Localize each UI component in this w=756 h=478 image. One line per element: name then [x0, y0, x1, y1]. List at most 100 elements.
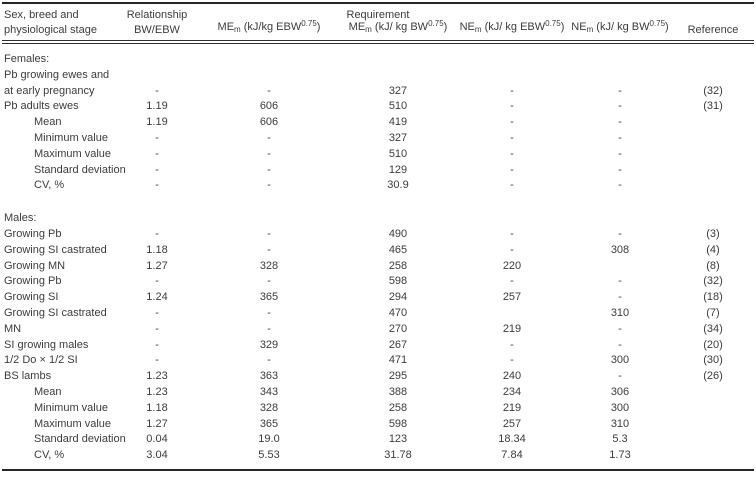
me-ebw-cell: - [267, 179, 271, 192]
me-bw-cell: 465 [388, 243, 408, 256]
section-row: Males: [0, 211, 756, 227]
row-label: Pb adults ewes [4, 100, 79, 113]
bw-ebw-cell: - [155, 84, 159, 97]
row-label: at early pregnancy [4, 84, 95, 97]
row-label: Standard deviation [34, 433, 126, 446]
col-header-mem-ebw: MEm (kJ/kg EBW0.75) [217, 18, 321, 34]
table-row: Growing SI castrated - - 470 310 (7) [0, 306, 756, 322]
table-row: SI growing males - 329 267 - - (20) [0, 338, 756, 354]
ne-bw-cell [570, 259, 670, 275]
bw-ebw-cell: - [155, 131, 159, 144]
col-header-sex-breed-line1: Sex, breed and [4, 9, 79, 21]
me-bw-cell: 490 [388, 227, 408, 240]
me-bw-cell: 388 [388, 385, 408, 398]
ne-bw-cell: 5.3 [612, 433, 628, 446]
me-bw-cell: 258 [388, 259, 408, 272]
me-bw-cell: 30.9 [387, 179, 409, 192]
reference-cell [670, 178, 756, 194]
ne-bw-cell: 306 [610, 385, 630, 398]
me-ebw-cell: - [267, 131, 271, 144]
requirement-group-header: Requirement [346, 9, 410, 21]
row-label: Growing SI castrated [4, 306, 107, 319]
table-row: BS lambs 1.23 363 295 240 - (26) [0, 369, 756, 385]
me-bw-cell: 31.78 [384, 449, 412, 462]
ne-ebw-cell: 257 [502, 291, 522, 304]
bw-ebw-cell: - [155, 354, 159, 367]
ne-bw-cell: 300 [610, 354, 630, 367]
me-bw-cell: 258 [388, 401, 408, 414]
table-row: Growing Pb - - 598 - - (32) [0, 274, 756, 290]
spacer-row [0, 194, 756, 211]
ne-ebw-cell: - [510, 84, 514, 97]
col-header-reference: Reference [687, 23, 739, 36]
reference-cell: (18) [703, 291, 723, 304]
bw-ebw-cell: 3.04 [146, 449, 168, 462]
row-label: Females: [4, 53, 50, 65]
reference-cell [670, 448, 756, 464]
ne-ebw-cell: - [510, 179, 514, 192]
row-label: Mean [34, 385, 62, 398]
reference-cell [670, 163, 756, 179]
ne-ebw-cell: 219 [502, 401, 522, 414]
me-ebw-cell: 363 [259, 370, 279, 383]
me-bw-cell: 598 [388, 275, 408, 288]
me-bw-cell: 419 [388, 116, 408, 129]
ne-bw-cell: 1.73 [609, 449, 631, 462]
row-label: SI growing males [4, 338, 89, 351]
reference-cell: (32) [703, 84, 723, 97]
reference-cell [670, 401, 756, 417]
col-header-relationship-line2: BW/EBW [134, 23, 180, 36]
bw-ebw-cell: - [155, 147, 159, 160]
table-body: Females: Pb growing ewes and at early preg… [0, 44, 756, 464]
me-ebw-cell: - [267, 306, 271, 319]
bw-ebw-cell: - [155, 163, 159, 176]
reference-cell [670, 68, 756, 84]
ne-bw-cell: - [618, 275, 622, 288]
col-header-relationship-bw-ebw: Relationship BW/EBW [118, 8, 196, 37]
me-ebw-cell: - [267, 84, 271, 97]
row-label: Males: [4, 212, 37, 225]
ne-bw-cell: - [618, 322, 622, 335]
ne-bw-cell: 300 [610, 401, 630, 414]
col-header-sex-breed-line2: physiological stage [4, 23, 97, 36]
me-bw-cell: 270 [388, 322, 408, 335]
ne-bw-cell: 310 [610, 417, 630, 430]
col-header-nem-bw: NEm (kJ/ kg BW0.75) [571, 18, 669, 34]
ne-bw-cell: - [618, 291, 622, 304]
table-row: CV, % 3.04 5.53 31.78 7.84 1.73 [0, 448, 756, 464]
ne-ebw-cell: 7.84 [501, 449, 523, 462]
reference-cell [670, 115, 756, 131]
reference-cell: (7) [706, 306, 720, 319]
ne-bw-cell: - [618, 163, 622, 176]
bw-ebw-cell: - [155, 179, 159, 192]
me-ebw-cell: 365 [259, 417, 279, 430]
bw-ebw-cell: 1.19 [146, 100, 168, 113]
bw-ebw-cell [118, 68, 196, 84]
me-bw-cell: 129 [388, 163, 408, 176]
row-label: BS lambs [4, 370, 52, 383]
table-row: 1/2 Do × 1/2 SI - - 471 - 300 (30) [0, 353, 756, 369]
reference-cell: (32) [703, 275, 723, 288]
reference-cell [670, 131, 756, 147]
table-header: Sex, breed and physiological stage Relat… [0, 4, 756, 40]
ne-ebw-cell: - [510, 147, 514, 160]
me-ebw-cell: 343 [259, 385, 279, 398]
reference-cell: (20) [703, 338, 723, 351]
me-bw-cell [342, 68, 454, 84]
ne-bw-cell: 310 [610, 306, 630, 319]
row-label: Growing SI castrated [4, 243, 107, 256]
ne-ebw-cell: - [510, 275, 514, 288]
table-row: CV, % - - 30.9 - - [0, 178, 756, 194]
ne-ebw-cell: - [510, 100, 514, 113]
reference-cell: (26) [703, 370, 723, 383]
reference-cell: (31) [703, 100, 723, 113]
ne-ebw-cell: 234 [502, 385, 522, 398]
bw-ebw-cell: 1.23 [146, 370, 168, 383]
table-row: Growing Pb - - 490 - - (3) [0, 227, 756, 243]
row-label: Growing Pb [4, 275, 62, 288]
row-label: Maximum value [34, 147, 112, 160]
reference-cell: (4) [706, 243, 720, 256]
me-ebw-cell: - [267, 322, 271, 335]
row-label: Mean [34, 116, 62, 129]
